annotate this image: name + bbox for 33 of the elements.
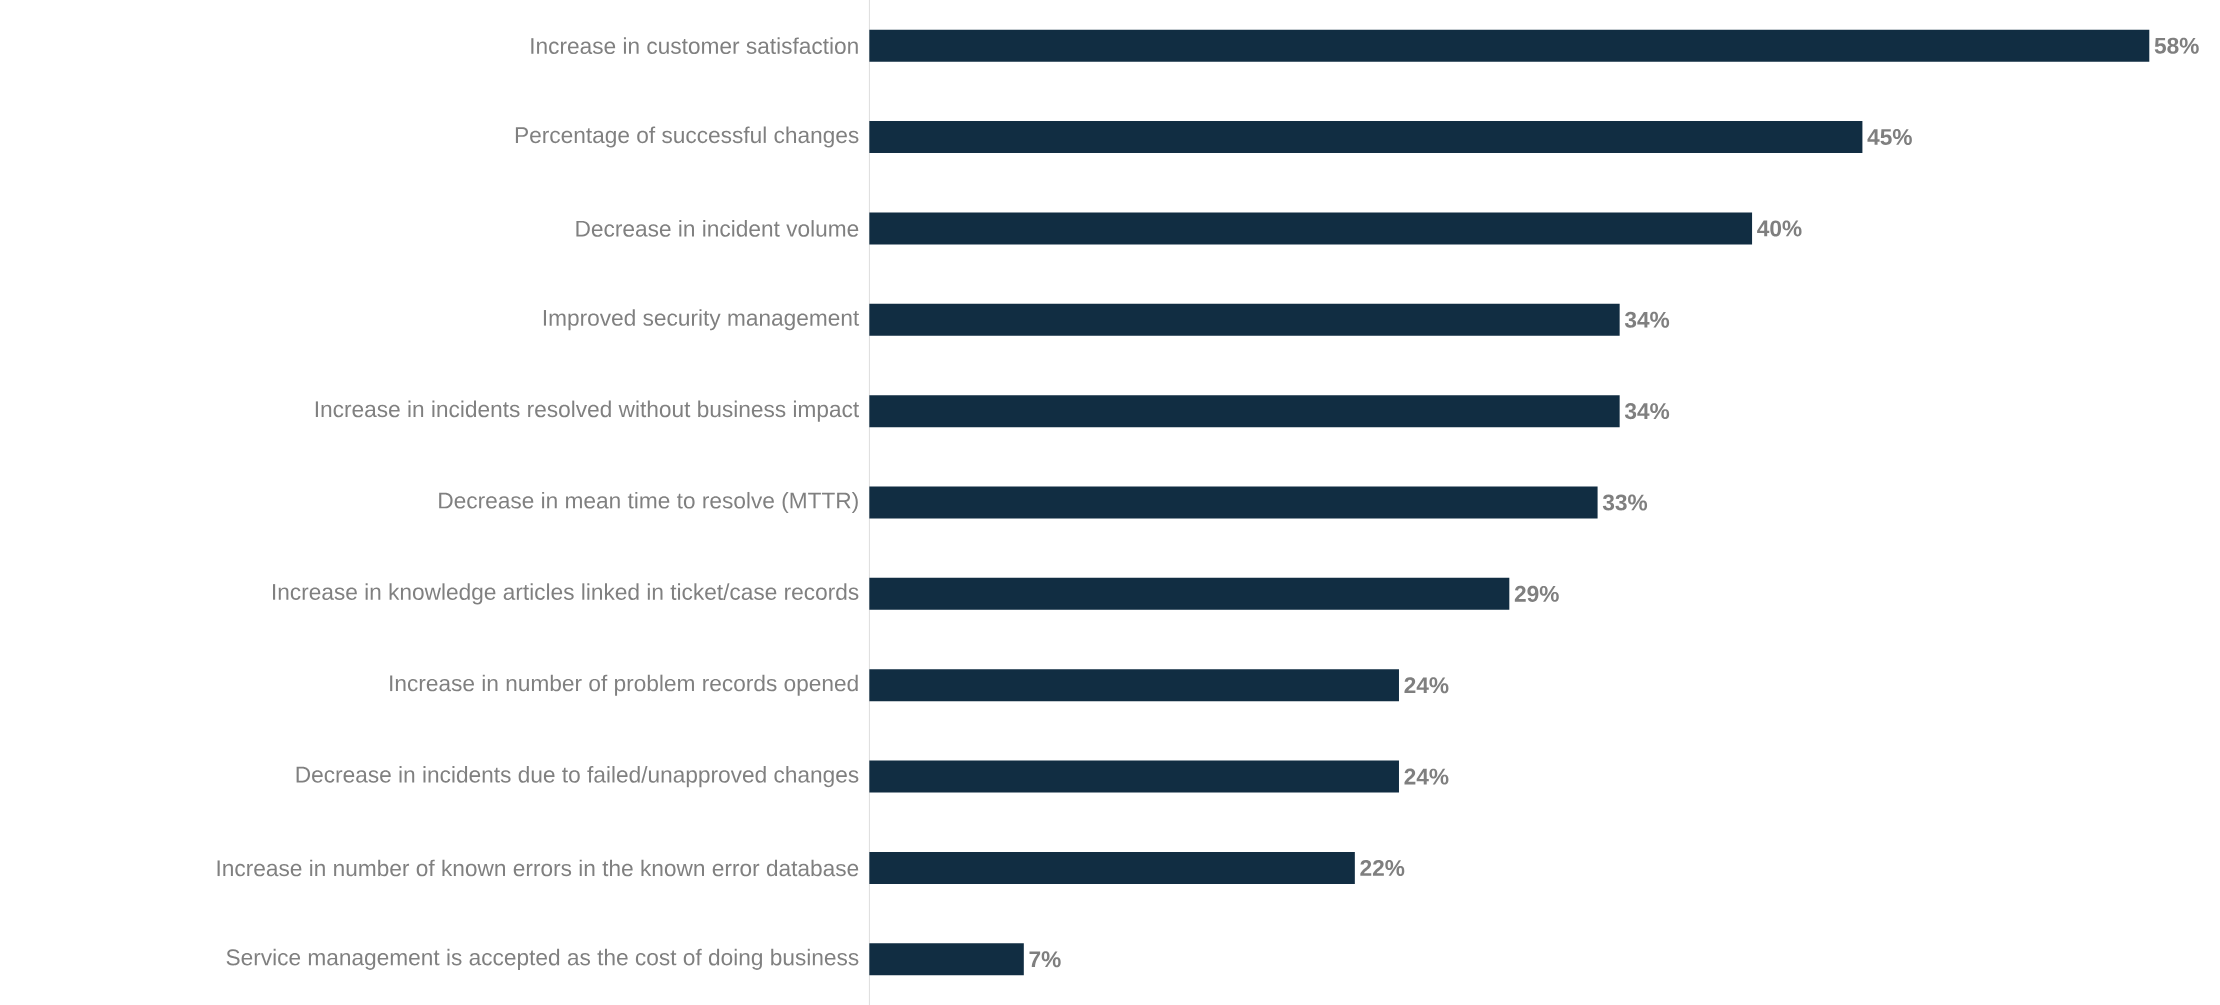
y-tick-label: Increase in number of known errors in the known error database: [217, 859, 859, 877]
y-tick-label: Increase in incidents resolved without business impact: [315, 400, 859, 422]
y-tick-label: Improved security management: [543, 309, 860, 331]
data-label: 7%: [1029, 951, 1061, 968]
bar: [869, 303, 1620, 336]
data-label: 22%: [1360, 859, 1405, 876]
y-tick-label: Increase in number of problem records opened: [390, 674, 858, 696]
bar: [869, 29, 2150, 62]
data-label: 24%: [1404, 677, 1449, 694]
y-tick-label: Service management is accepted as the cost of doing business: [226, 948, 859, 970]
bar: [869, 577, 1510, 610]
bar: [869, 486, 1598, 519]
bar: [869, 395, 1620, 428]
bar: [869, 760, 1399, 793]
y-tick-label: Percentage of successful changes: [515, 126, 859, 148]
y-tick-label: Decrease in mean time to resolve (MTTR): [439, 491, 858, 514]
data-label: 58%: [2154, 37, 2199, 54]
bar: [869, 121, 1863, 154]
y-tick-label: Increase in knowledge articles linked in ticket/case records: [273, 583, 859, 605]
data-label: 40%: [1757, 220, 1802, 237]
data-label: 33%: [1602, 494, 1648, 511]
data-label: 34%: [1624, 403, 1670, 420]
y-tick-label: Decrease in incidents due to failed/unapproved changes: [296, 766, 859, 788]
bar: [869, 851, 1355, 884]
data-label: 24%: [1404, 768, 1449, 785]
bar: [869, 943, 1024, 976]
bar: [869, 212, 1753, 245]
y-tick-label: Decrease in incident volume: [576, 220, 859, 237]
data-label: 29%: [1514, 585, 1559, 602]
bar: [869, 669, 1399, 702]
y-tick-label: Increase in customer satisfaction: [531, 37, 858, 55]
data-label: 45%: [1867, 129, 1912, 146]
data-label: 34%: [1624, 311, 1670, 328]
